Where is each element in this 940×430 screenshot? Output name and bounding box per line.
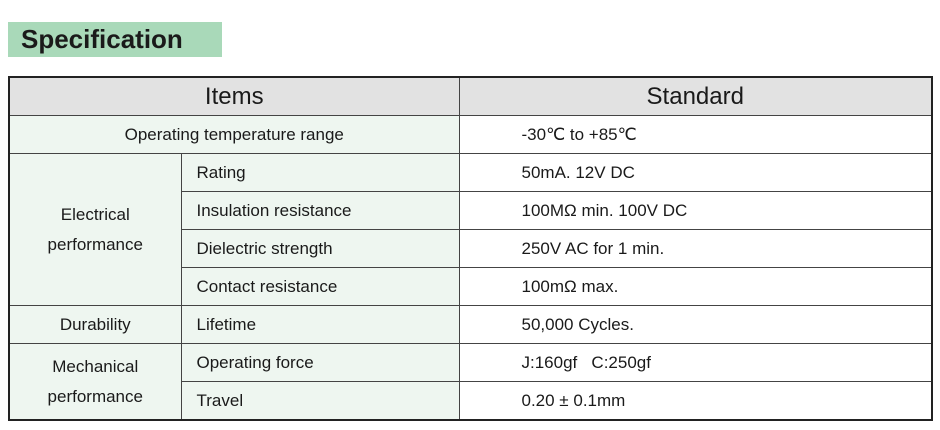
- item-label: Operating force: [180, 343, 460, 382]
- item-label: Contact resistance: [180, 267, 460, 306]
- item-label: Dielectric strength: [180, 229, 460, 268]
- item-value: 50,000 Cycles.: [458, 305, 933, 344]
- item-value: J:160gf C:250gf: [458, 343, 933, 382]
- item-value: 0.20 ± 0.1mm: [458, 381, 933, 421]
- item-label: Lifetime: [180, 305, 460, 344]
- header-items: Items: [8, 76, 460, 116]
- item-label: Rating: [180, 153, 460, 192]
- header-row: Items Standard: [8, 76, 933, 116]
- item-value: 100MΩ min. 100V DC: [458, 191, 933, 230]
- table-row: Contact resistance 100mΩ max.: [9, 267, 933, 306]
- table-row: Operating temperature range -30℃ to +85℃: [8, 115, 933, 154]
- item-label: Operating temperature range: [8, 115, 460, 154]
- table-row: Electrical performance Rating 50mA. 12V …: [8, 153, 933, 306]
- item-value: -30℃ to +85℃: [458, 115, 933, 154]
- item-value: 50mA. 12V DC: [458, 153, 933, 192]
- item-label: Travel: [180, 381, 460, 421]
- item-value: 250V AC for 1 min.: [458, 229, 933, 268]
- table-row: Travel 0.20 ± 0.1mm: [9, 381, 933, 421]
- table-row: Dielectric strength 250V AC for 1 min.: [9, 229, 933, 268]
- group-label: Mechanical performance: [8, 343, 182, 421]
- table-row: Mechanical performance Operating force J…: [8, 343, 933, 421]
- group-label: Durability: [8, 305, 182, 344]
- table-row: Durability Lifetime 50,000 Cycles.: [8, 305, 933, 344]
- header-standard: Standard: [458, 76, 933, 116]
- item-label: Insulation resistance: [180, 191, 460, 230]
- item-value: 100mΩ max.: [458, 267, 933, 306]
- table-row: Insulation resistance 100MΩ min. 100V DC: [9, 191, 933, 230]
- spec-table: Items Standard Operating temperature ran…: [8, 76, 933, 421]
- section-title: Specification: [8, 22, 222, 57]
- group-label: Electrical performance: [8, 153, 182, 306]
